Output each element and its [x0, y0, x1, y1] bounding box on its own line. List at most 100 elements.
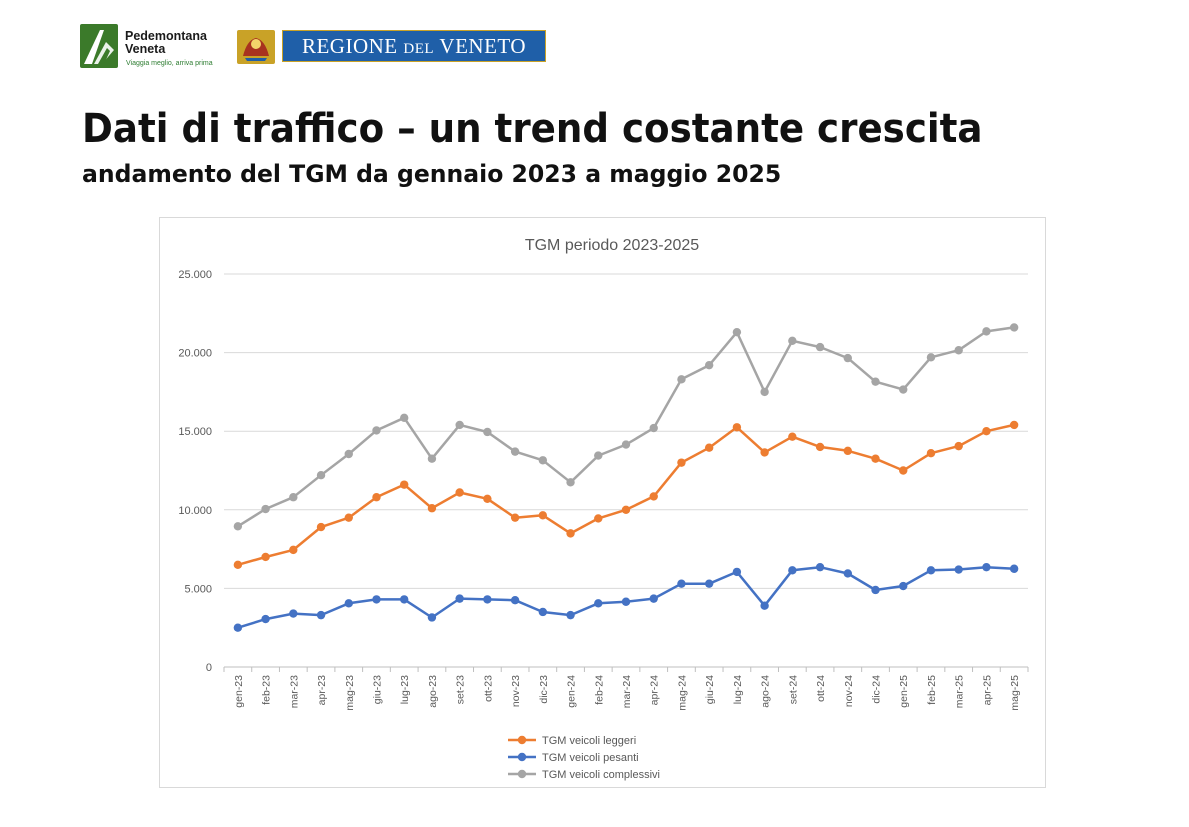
y-tick-label: 20.000	[178, 348, 212, 360]
data-point	[843, 353, 852, 363]
data-point	[510, 447, 520, 456]
x-tick-label: mag-25	[1009, 675, 1021, 711]
data-point	[871, 377, 880, 386]
page-subtitle: andamento del TGM da gennaio 2023 a magg…	[82, 160, 782, 188]
data-point	[316, 471, 326, 480]
data-point	[704, 360, 714, 370]
data-point	[677, 579, 686, 588]
x-tick-label: lug-23	[399, 675, 411, 704]
data-point	[649, 423, 658, 433]
data-point	[316, 610, 326, 620]
x-tick-label: ago-23	[427, 675, 439, 708]
data-point	[289, 493, 298, 502]
legend-marker	[517, 752, 527, 762]
data-point	[788, 566, 797, 575]
data-point	[594, 599, 603, 608]
data-point	[538, 456, 548, 465]
data-point	[1009, 323, 1019, 332]
data-point	[760, 601, 769, 610]
data-point	[621, 440, 631, 449]
data-point	[455, 594, 464, 603]
data-point	[760, 448, 769, 457]
series-line-2	[237, 326, 1015, 528]
x-tick-label: set-24	[787, 675, 799, 704]
data-point	[982, 327, 991, 336]
x-tick-label: ott-24	[815, 675, 827, 702]
data-point	[621, 505, 631, 514]
data-point	[594, 451, 603, 460]
data-point	[788, 336, 797, 346]
data-point	[344, 449, 353, 459]
y-tick-label: 25.000	[178, 269, 212, 281]
data-point	[677, 375, 686, 384]
x-tick-label: mag-24	[676, 675, 688, 711]
data-point	[455, 420, 464, 430]
data-point	[261, 504, 270, 514]
y-tick-label: 15.000	[178, 426, 212, 438]
data-point	[566, 610, 575, 620]
data-point	[400, 595, 409, 604]
data-point	[427, 504, 437, 513]
data-point	[316, 522, 326, 532]
data-point	[899, 385, 908, 394]
y-tick-label: 0	[206, 662, 212, 674]
data-point	[233, 623, 243, 632]
chart-title: TGM periodo 2023-2025	[525, 237, 699, 254]
page-title: Dati di traffico – un trend costante cre…	[82, 106, 983, 152]
x-tick-label: giu-23	[371, 675, 383, 704]
data-point	[483, 427, 492, 437]
data-point	[815, 562, 825, 572]
data-point	[1009, 420, 1019, 430]
data-point	[621, 597, 631, 606]
data-point	[788, 432, 797, 441]
pedemontana-logo: Pedemontana Veneta Viaggia meglio, arriv…	[80, 24, 230, 70]
data-point	[510, 513, 520, 522]
data-point	[815, 342, 825, 352]
x-tick-label: mar-24	[621, 675, 633, 708]
data-point	[649, 492, 658, 501]
x-tick-label: lug-24	[732, 675, 744, 704]
data-point	[704, 443, 714, 452]
x-tick-label: ott-23	[482, 675, 494, 702]
data-point	[649, 594, 658, 603]
x-tick-label: mar-23	[288, 675, 300, 708]
data-point	[732, 423, 742, 432]
x-tick-label: apr-25	[981, 675, 993, 706]
data-point	[400, 413, 409, 423]
legend-marker	[517, 735, 527, 745]
x-tick-label: nov-24	[843, 675, 855, 707]
tgm-line-chart: TGM periodo 2023-2025 0 5.000 10.000 15.000 2…	[178, 237, 1029, 781]
data-point	[538, 607, 548, 617]
pedemontana-name-line1: Pedemontana	[125, 29, 207, 43]
veneto-word: VENETO	[439, 34, 527, 58]
data-point	[982, 427, 991, 436]
x-tick-label: mag-23	[344, 675, 356, 711]
x-tick-label: feb-23	[261, 675, 273, 705]
x-tick-label: gen-25	[898, 675, 910, 708]
data-point	[926, 449, 936, 458]
data-point	[760, 387, 769, 397]
legend-entry: TGM veicoli complessivi	[542, 769, 660, 781]
data-point	[926, 353, 936, 362]
data-point	[233, 522, 243, 531]
x-tick-label: set-23	[455, 675, 467, 704]
regione-veneto-banner: REGIONE DEL VENETO	[282, 30, 546, 62]
data-point	[704, 579, 714, 588]
data-point	[732, 327, 742, 337]
data-point	[1009, 564, 1019, 573]
pedemontana-tagline: Viaggia meglio, arriva prima	[126, 60, 213, 67]
data-point	[732, 567, 742, 577]
data-point	[899, 581, 908, 591]
data-point	[566, 529, 575, 538]
data-point	[261, 552, 270, 562]
x-tick-label: gen-23	[233, 675, 245, 708]
pedemontana-name: Pedemontana Veneta	[125, 30, 207, 56]
data-point	[566, 478, 575, 487]
legend-marker	[517, 769, 527, 779]
data-point	[954, 565, 963, 574]
data-point	[954, 346, 963, 355]
x-tick-label: ago-24	[760, 675, 772, 708]
x-tick-label: gen-24	[566, 675, 578, 708]
data-point	[372, 426, 381, 435]
legend-entry: TGM veicoli leggeri	[542, 735, 636, 747]
